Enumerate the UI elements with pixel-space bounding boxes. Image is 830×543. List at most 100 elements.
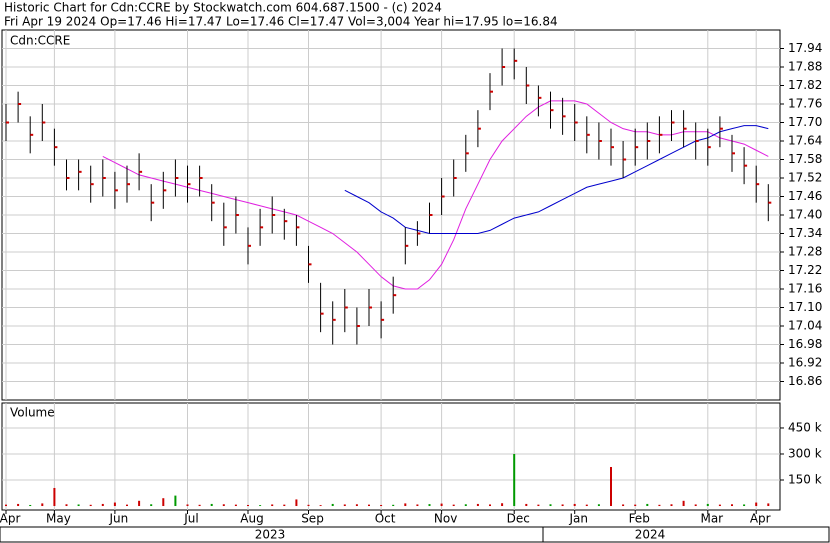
volume-bar: [597, 504, 600, 507]
volume-bar: [247, 504, 249, 507]
volume-bar: [392, 504, 395, 507]
y-tick-label: 17.28: [788, 245, 822, 259]
volume-bar: [77, 504, 80, 507]
volume-bar: [646, 503, 649, 507]
year-label: 2023: [255, 528, 286, 542]
y-tick-label: 17.10: [788, 300, 822, 314]
x-tick-label: Mar: [700, 512, 723, 526]
volume-bar: [658, 504, 661, 507]
volume-bar: [355, 504, 358, 507]
volume-bar: [634, 504, 637, 507]
chart-title: Historic Chart for Cdn:CCRE by Stockwatc…: [4, 1, 442, 15]
y-tick-label: 16.98: [788, 337, 822, 351]
volume-bar: [585, 504, 588, 507]
volume-bar: [210, 503, 213, 507]
volume-bar: [718, 504, 721, 507]
volume-bar: [706, 503, 709, 507]
volume-bar: [404, 503, 407, 507]
x-tick-label: Apr: [0, 512, 20, 526]
volume-bar: [513, 453, 516, 507]
y-tick-label: 17.22: [788, 263, 822, 277]
y-tick-label: 17.34: [788, 226, 822, 240]
x-tick-label: Dec: [507, 512, 530, 526]
y-tick-label: 17.52: [788, 171, 822, 185]
volume-bar: [89, 504, 92, 507]
y-tick-label: 17.04: [788, 319, 822, 333]
y-tick-label: 17.64: [788, 134, 822, 148]
volume-bar: [440, 503, 443, 507]
x-tick-label: May: [46, 512, 71, 526]
volume-bar: [113, 502, 116, 507]
volume-bar: [561, 504, 564, 507]
x-tick-label: Apr: [750, 512, 771, 526]
volume-bar: [271, 504, 274, 507]
y-tick-label: 17.40: [788, 208, 822, 222]
volume-bar: [331, 503, 334, 507]
volume-bar: [573, 503, 576, 507]
y-tick-label: 17.88: [788, 60, 822, 74]
volume-bar: [368, 504, 370, 507]
chart-info: Fri Apr 19 2024 Op=17.46 Hi=17.47 Lo=17.…: [4, 15, 558, 29]
volume-bar: [610, 466, 612, 507]
y-tick-label: 17.76: [788, 97, 822, 111]
volume-bar: [767, 503, 770, 507]
x-tick-label: Feb: [629, 512, 650, 526]
volume-bar: [755, 502, 758, 507]
volume-bar: [17, 503, 20, 507]
volume-bar: [452, 504, 455, 507]
volume-bar: [464, 504, 467, 507]
volume-bar: [126, 504, 128, 507]
volume-bar: [743, 504, 746, 507]
volume-bar: [622, 504, 625, 507]
volume-frame: [1, 402, 781, 511]
volume-bar: [380, 504, 383, 507]
volume-bar: [65, 504, 68, 507]
volume-bar: [731, 504, 733, 507]
x-tick-label: Jul: [183, 512, 198, 526]
volume-bar: [476, 503, 479, 507]
y-tick-label: 17.82: [788, 78, 822, 92]
volume-bar: [295, 499, 298, 507]
y-tick-label: 17.46: [788, 189, 822, 203]
volume-bar: [283, 504, 286, 507]
volume-bar: [489, 504, 491, 507]
volume-bar: [41, 503, 44, 507]
volume-bar: [174, 495, 177, 507]
volume-bar: [5, 504, 7, 507]
volume-bar: [343, 504, 346, 507]
panel-label: Cdn:CCRE: [10, 34, 70, 48]
volume-bar: [101, 503, 104, 507]
y-tick-label: 16.86: [788, 374, 822, 388]
panel-label: Volume: [10, 406, 55, 420]
volume-bar: [670, 504, 673, 507]
y-tick-label: 150 k: [788, 472, 822, 486]
x-tick-label: Aug: [240, 512, 263, 526]
volume-bar: [234, 504, 237, 507]
volume-bar: [29, 504, 32, 507]
volume-bar: [416, 504, 419, 507]
x-tick-label: Jun: [109, 512, 129, 526]
y-tick-label: 17.16: [788, 282, 822, 296]
volume-bar: [537, 504, 540, 507]
volume-bar: [162, 498, 165, 507]
moving-average: [102, 100, 769, 290]
volume-bar: [549, 504, 552, 507]
volume-bar: [694, 504, 697, 507]
y-tick-label: 17.94: [788, 41, 822, 55]
volume-bar: [53, 487, 56, 507]
volume-bar: [150, 504, 153, 507]
volume-bar: [428, 504, 431, 507]
volume-bar: [186, 504, 189, 507]
x-tick-label: Nov: [434, 512, 457, 526]
year-label: 2024: [635, 528, 666, 542]
volume-bar: [259, 505, 262, 507]
volume-bar: [198, 504, 201, 507]
volume-bar: [222, 504, 225, 507]
volume-bar: [501, 503, 504, 507]
x-tick-label: Jan: [568, 512, 588, 526]
y-tick-label: 300 k: [788, 446, 822, 460]
volume-bar: [138, 500, 141, 507]
volume-bar: [307, 504, 310, 507]
